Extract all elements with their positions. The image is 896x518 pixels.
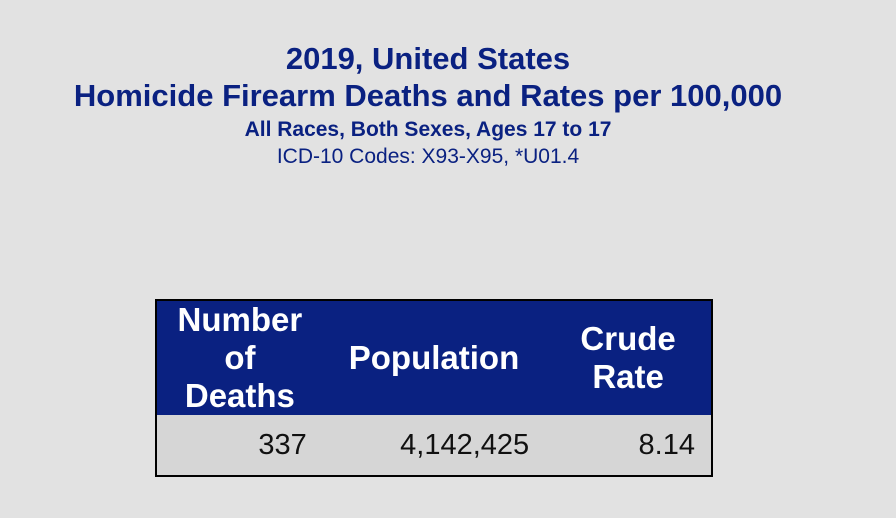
- chart-title-block: 2019, United States Homicide Firearm Dea…: [0, 40, 856, 170]
- chart-title-year-location: 2019, United States: [285, 41, 571, 76]
- chart-title-main: Homicide Firearm Deaths and Rates per 10…: [73, 78, 783, 113]
- column-header-line: Number of: [177, 301, 303, 376]
- column-header-line: Crude: [580, 320, 676, 357]
- table-header-row: Number of Deaths Population Crude Rate: [156, 300, 712, 415]
- cell-number-of-deaths: 337: [156, 415, 323, 476]
- cell-population: 4,142,425: [322, 415, 546, 476]
- chart-subtitle-demographics: All Races, Both Sexes, Ages 17 to 17: [244, 118, 612, 141]
- results-table: Number of Deaths Population Crude Rate 3…: [155, 299, 713, 477]
- column-header-line: Rate: [592, 358, 664, 395]
- table-row: 337 4,142,425 8.14: [156, 415, 712, 476]
- column-header-line: Deaths: [184, 377, 295, 414]
- chart-subtitle-icd-codes: ICD-10 Codes: X93-X95, *U01.4: [276, 145, 580, 168]
- column-header-crude-rate: Crude Rate: [545, 300, 712, 415]
- column-header-population: Population: [322, 300, 546, 415]
- column-header-line: Population: [348, 339, 520, 376]
- cell-crude-rate: 8.14: [545, 415, 712, 476]
- column-header-number-of-deaths: Number of Deaths: [156, 300, 323, 415]
